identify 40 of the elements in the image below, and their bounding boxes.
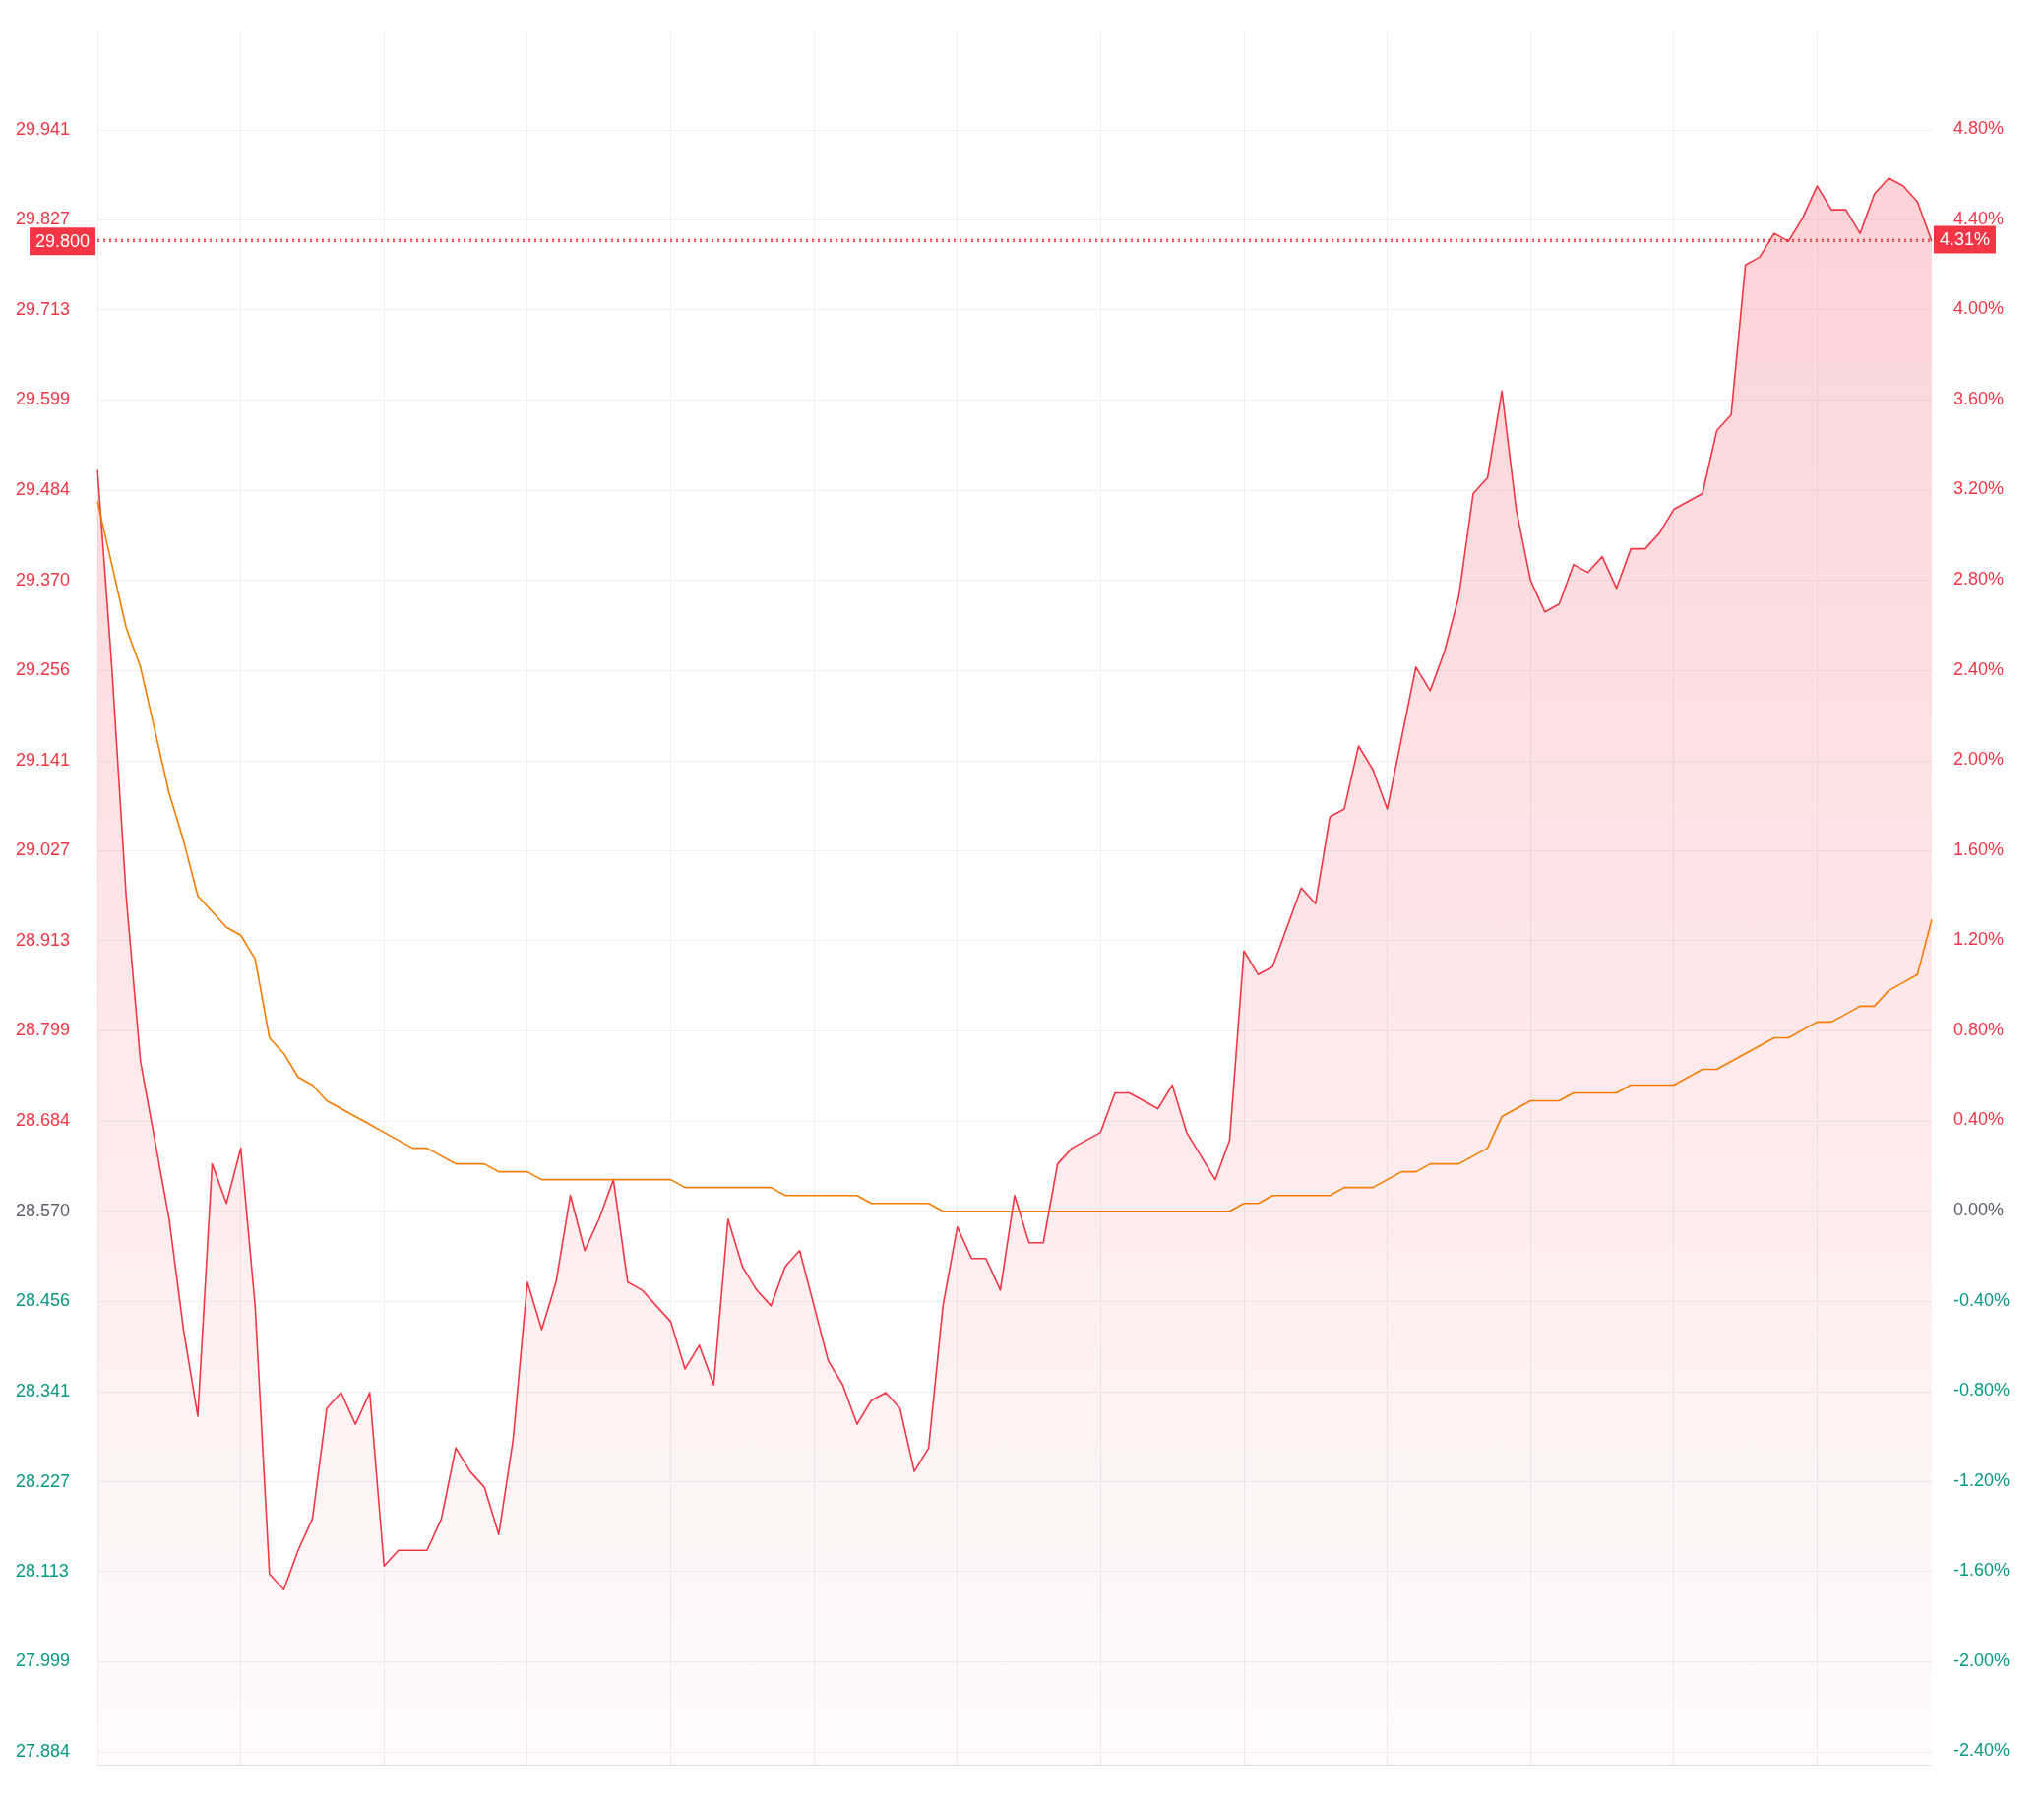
ref-line-label: 29.800 [35, 231, 91, 252]
y-tick-label: 28.227 [16, 1470, 71, 1491]
y-tick-label: 27.999 [16, 1650, 71, 1671]
y-tick-label: 28.341 [16, 1381, 71, 1401]
y2-tick-label: -0.80% [1952, 1380, 2011, 1400]
y-tick-label: 29.027 [16, 839, 71, 860]
y2-tick-label: 4.00% [1952, 298, 2005, 319]
y2-tick-label: -2.00% [1952, 1649, 2011, 1670]
y2-tick-label: 4.40% [1952, 208, 2005, 228]
y-tick-label: 27.884 [16, 1741, 71, 1762]
y2-tick-label: -0.40% [1952, 1289, 2011, 1310]
y-tick-label: 29.141 [16, 750, 71, 771]
y-tick-label: 29.713 [16, 298, 71, 319]
y-tick-label: 29.370 [16, 569, 71, 590]
y2-tick-label: 2.80% [1952, 569, 2005, 590]
y-tick-label: 29.484 [16, 479, 71, 500]
y2-tick-label: 4.80% [1952, 118, 2005, 139]
y-tick-label: 28.799 [16, 1020, 71, 1040]
y2-tick-label: 3.60% [1952, 388, 2005, 408]
y2-tick-label: 0.00% [1952, 1200, 2005, 1220]
y2-tick-label: 1.20% [1952, 929, 2005, 950]
y2-tick-label: -1.60% [1952, 1560, 2011, 1581]
ref-line-label: 4.31% [1939, 229, 1991, 250]
y-tick-label: 28.913 [16, 929, 71, 950]
y2-tick-label: -2.40% [1952, 1740, 2011, 1761]
y-tick-label: 28.570 [16, 1200, 71, 1220]
y-tick-label: 29.256 [16, 659, 71, 679]
y-tick-label: 28.684 [16, 1110, 71, 1131]
y2-tick-label: 0.80% [1952, 1019, 2005, 1039]
y-tick-label: 29.827 [16, 209, 71, 229]
y2-tick-label: 0.40% [1952, 1109, 2005, 1130]
y2-tick-label: 1.60% [1952, 839, 2005, 859]
y2-tick-label: 2.40% [1952, 658, 2005, 679]
y-tick-label: 29.599 [16, 389, 71, 409]
y-tick-label: 28.113 [16, 1560, 69, 1581]
y2-tick-label: 2.00% [1952, 749, 2005, 770]
y-tick-label: 29.941 [16, 119, 71, 140]
y-tick-label: 28.456 [16, 1290, 71, 1311]
y2-tick-label: 3.20% [1952, 478, 2005, 499]
y2-tick-label: -1.20% [1952, 1469, 2011, 1490]
